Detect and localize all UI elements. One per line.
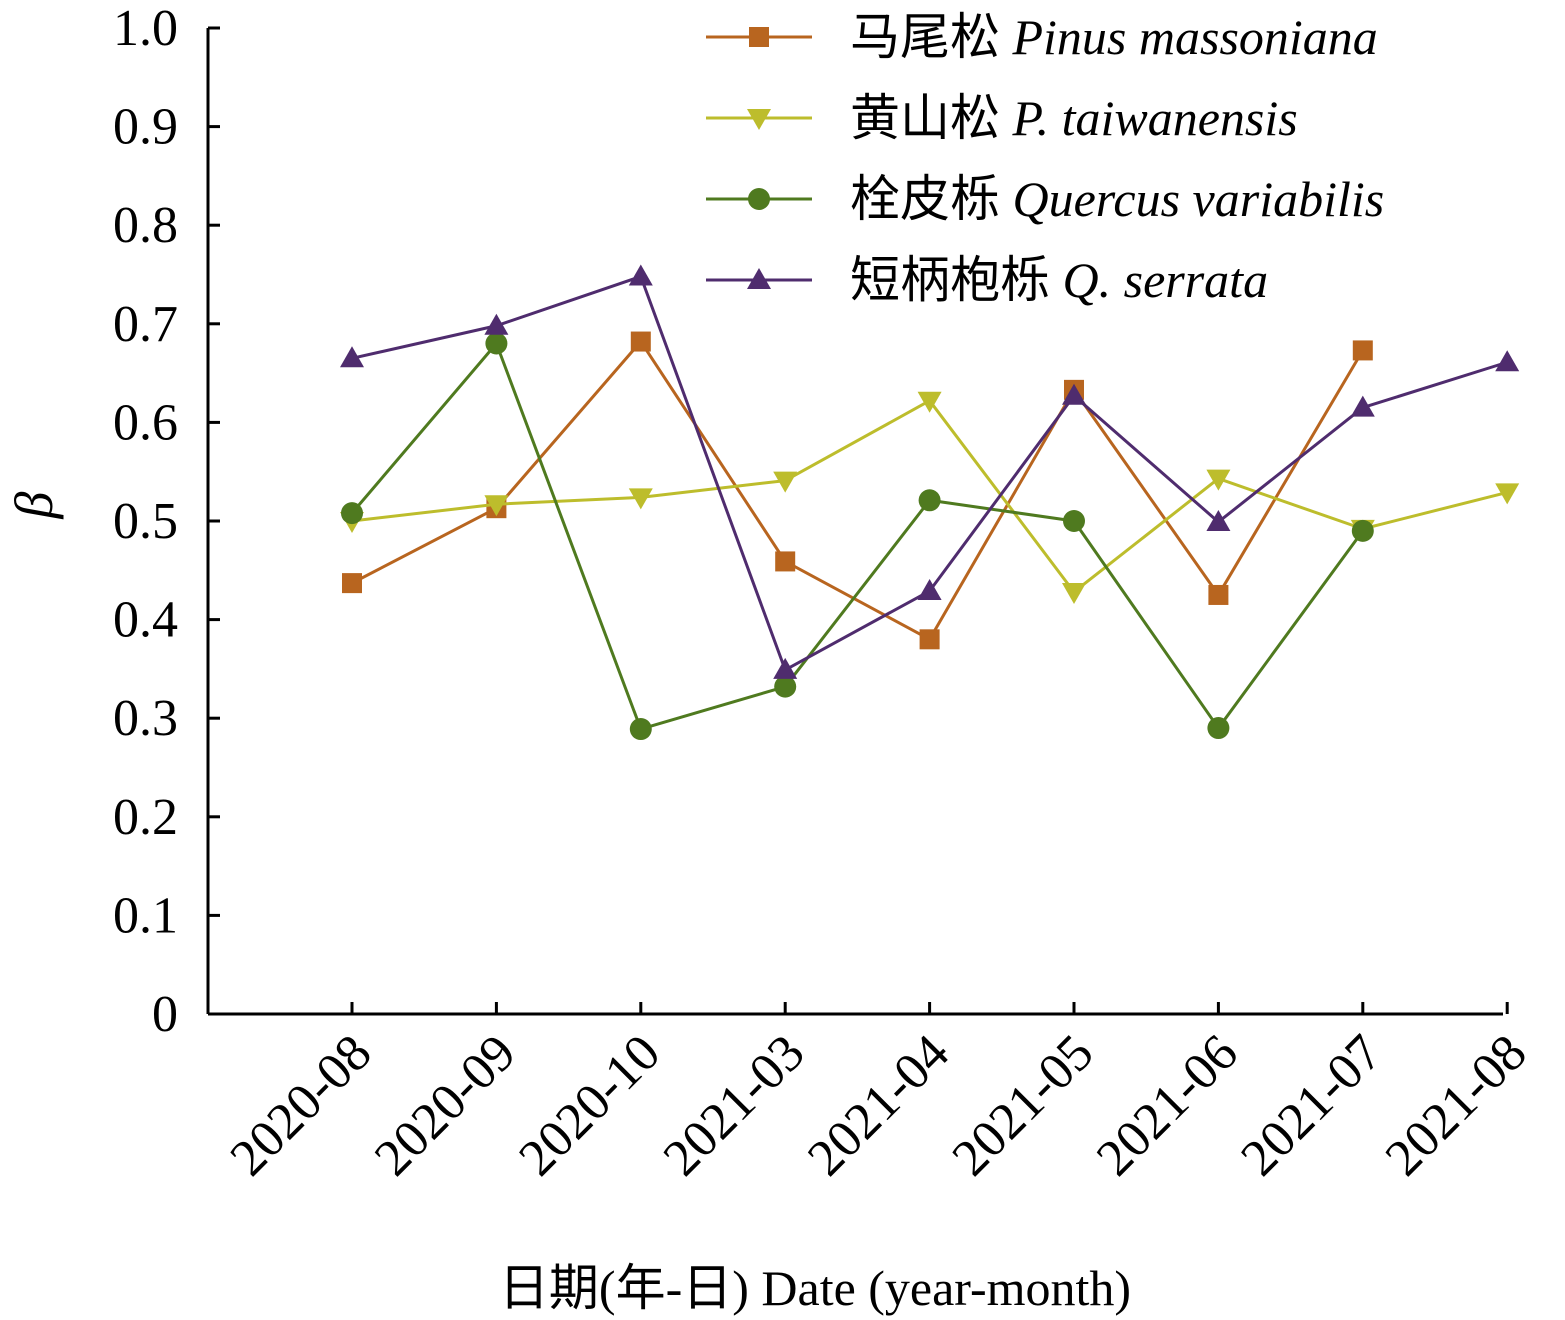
legend-entry-2: 黄山松 P. taiwanensis [706, 90, 1298, 146]
y-tick-label: 0.1 [113, 887, 178, 944]
legend-name-latin: Quercus variabilis [1013, 171, 1385, 227]
data-point [484, 495, 509, 517]
x-tick-label: 2020-10 [508, 1024, 671, 1187]
series-2 [340, 391, 1520, 604]
y-tick-label: 0.8 [113, 197, 178, 254]
data-point [628, 264, 653, 286]
data-point [773, 471, 798, 493]
legend-marker [749, 27, 769, 47]
data-point [484, 313, 509, 335]
legend-name-cn: 马尾松 [850, 9, 1013, 65]
data-point [1062, 582, 1086, 604]
x-axis-title: 日期(年-日) Date (year-month) [499, 1260, 1131, 1316]
legend-entry-4: 短柄枹栎 Q. serrata [706, 252, 1268, 308]
data-point [629, 718, 652, 741]
legend-name-cn: 黄山松 [850, 90, 1013, 146]
data-point [340, 346, 364, 368]
data-point [342, 573, 362, 594]
legend-name-cn: 栓皮栎 [850, 171, 1013, 227]
y-tick-label: 1.0 [113, 0, 178, 57]
data-point [917, 391, 942, 413]
data-point [1351, 519, 1374, 542]
legend-label: 马尾松 Pinus massoniana [850, 9, 1378, 65]
legend-entry-3: 栓皮栎 Quercus variabilis [706, 171, 1384, 227]
x-tick-label: 2020-09 [364, 1024, 527, 1187]
legend-name-latin: Pinus massoniana [1012, 9, 1378, 65]
legend-entry-1: 马尾松 Pinus massoniana [706, 9, 1378, 65]
legend-marker [748, 188, 770, 210]
data-point [775, 551, 796, 572]
x-tick-label: 2021-05 [942, 1024, 1105, 1187]
legend-marker [747, 109, 771, 130]
y-tick-label: 0.5 [113, 493, 178, 550]
x-tick-label: 2021-03 [653, 1024, 816, 1187]
legend-name-latin: P. taiwanensis [1012, 90, 1298, 146]
series-4 [340, 264, 1520, 679]
series-layer [340, 264, 1520, 741]
data-point [341, 502, 363, 525]
data-point [1062, 383, 1086, 405]
data-point [1352, 340, 1373, 361]
legend-label: 短柄枹栎 Q. serrata [850, 252, 1268, 308]
x-tick-label: 2021-04 [797, 1024, 960, 1187]
x-tick-label: 2021-07 [1230, 1024, 1393, 1187]
y-tick-label: 0.2 [113, 789, 178, 846]
data-point [485, 332, 508, 355]
data-point [1063, 510, 1085, 532]
data-point [773, 657, 798, 679]
legend-name-latin: Q. serrata [1063, 252, 1269, 308]
data-point [774, 675, 797, 698]
series-line [350, 342, 1365, 731]
x-tick-label: 2020-08 [220, 1024, 383, 1187]
legend: 马尾松 Pinus massoniana 黄山松 P. taiwanensis 栓皮… [706, 9, 1384, 308]
data-point [919, 629, 940, 650]
y-tick-label: 0.9 [113, 99, 178, 156]
y-tick-label: 0 [152, 986, 178, 1043]
data-point [1206, 509, 1231, 531]
legend-label: 栓皮栎 Quercus variabilis [850, 171, 1384, 227]
series-1 [342, 331, 1373, 650]
y-tick-label: 0.7 [113, 296, 178, 353]
data-point [1207, 717, 1230, 740]
y-tick-label: 0.4 [113, 592, 178, 649]
y-axis-title: β [4, 491, 64, 519]
data-point [1495, 483, 1520, 505]
x-tick-label: 2021-08 [1375, 1024, 1538, 1187]
data-point [918, 489, 941, 512]
legend-name-cn: 短柄枹栎 [850, 252, 1063, 308]
x-tick-label: 2021-06 [1086, 1024, 1249, 1187]
data-point [630, 331, 651, 352]
y-tick-label: 0.6 [113, 394, 178, 451]
series-line [351, 340, 1365, 641]
data-point [917, 579, 942, 601]
data-point [628, 488, 653, 510]
legend-marker [747, 268, 771, 289]
data-point [1495, 350, 1520, 372]
y-axis-ticks: 0 0.1 0.2 0.3 0.4 0.5 0.6 0.7 0.8 0.9 1.0 [113, 0, 220, 1043]
series-3 [341, 332, 1374, 741]
legend-label: 黄山松 P. taiwanensis [850, 90, 1298, 146]
x-axis-ticks: 2020-082020-092020-102021-032021-042021-… [220, 1002, 1538, 1187]
data-point [1208, 584, 1229, 605]
data-point [1350, 395, 1375, 417]
data-point [1206, 469, 1231, 491]
y-tick-label: 0.3 [113, 690, 178, 747]
